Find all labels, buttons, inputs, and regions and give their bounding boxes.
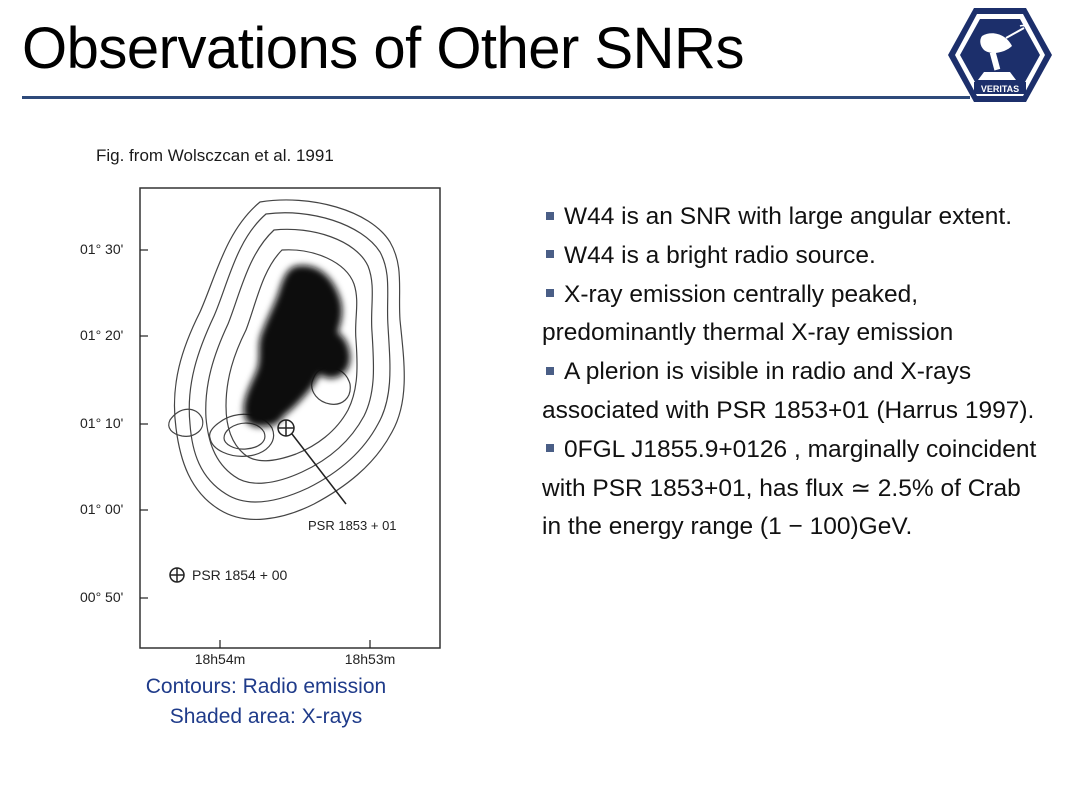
bullet-item: X-ray emission centrally peaked, predomi… <box>542 276 1042 354</box>
w44-radio-xray-map: PSR 1853 + 01 PSR 1854 + 00 01° 30' 01° … <box>80 187 441 667</box>
slide-title: Observations of Other SNRs <box>22 16 744 81</box>
dec-tick: 01° 20' <box>80 327 123 343</box>
square-bullet-icon <box>546 444 554 453</box>
figure-source-caption: Fig. from Wolsczcan et al. 1991 <box>96 146 334 165</box>
bullet-text: 0FGL J1855.9+0126 , marginally coinciden… <box>542 435 1037 541</box>
bullet-text: A plerion is visible in radio and X-rays… <box>542 358 1035 424</box>
title-divider <box>22 96 970 99</box>
xray-shaded-area <box>243 265 351 427</box>
psr-1854-label: PSR 1854 + 00 <box>192 567 288 583</box>
figure-caption-contours: Contours: Radio emission <box>145 675 387 698</box>
dec-axis-ticks: 01° 30' 01° 20' 01° 10' 01° 00' 00° 50' <box>80 241 123 605</box>
dec-tick: 01° 30' <box>80 241 123 257</box>
psr-1853-marker <box>277 419 347 505</box>
psr-1853-label: PSR 1853 + 01 <box>308 518 397 533</box>
bullet-text: W44 is a bright radio source. <box>564 241 876 269</box>
bullet-item: A plerion is visible in radio and X-rays… <box>542 353 1042 431</box>
square-bullet-icon <box>546 289 554 298</box>
radio-contours <box>168 199 405 520</box>
logo-text: VERITAS <box>981 84 1019 94</box>
ra-tick: 18h54m <box>195 651 246 667</box>
square-bullet-icon <box>546 211 554 220</box>
bullet-text: W44 is an SNR with large angular extent. <box>564 203 1013 230</box>
veritas-logo: VERITAS <box>948 8 1052 102</box>
figure-caption-shaded: Shaded area: X-rays <box>169 705 363 728</box>
telescope-icon <box>978 24 1029 80</box>
dec-tick: 01° 00' <box>80 501 123 517</box>
map-frame <box>139 187 441 649</box>
bullet-item: W44 is an SNR with large angular extent. <box>542 198 1042 237</box>
bullet-list: W44 is an SNR with large angular extent.… <box>542 198 1042 547</box>
dec-tick: 01° 10' <box>80 415 123 431</box>
ra-tick: 18h53m <box>345 651 396 667</box>
bullet-item: 0FGL J1855.9+0126 , marginally coinciden… <box>542 431 1042 547</box>
square-bullet-icon <box>546 366 554 375</box>
dec-tick: 00° 50' <box>80 589 123 605</box>
psr-1854-marker <box>169 567 185 583</box>
bullet-text: X-ray emission centrally peaked, predomi… <box>542 280 954 347</box>
ra-axis-ticks: 18h54m 18h53m <box>195 651 396 667</box>
bullet-item: W44 is a bright radio source. <box>542 237 1042 276</box>
square-bullet-icon <box>546 250 554 259</box>
